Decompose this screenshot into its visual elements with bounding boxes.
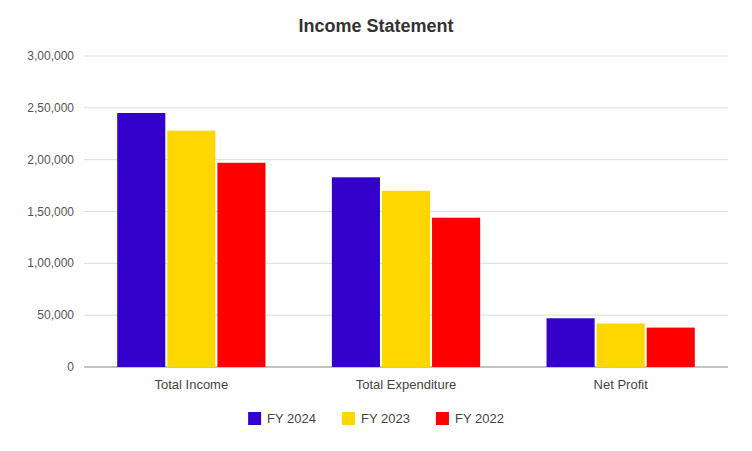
grid-line	[84, 107, 728, 108]
y-axis: 0 50,000 1,00,000 1,50,000 2,00,000 2,50,000 3…	[27, 49, 74, 374]
y-tick-label: 0	[67, 360, 74, 374]
x-tick-label: Total Income	[154, 377, 228, 392]
legend-swatch	[436, 412, 449, 425]
page: {"chart_data": {"type": "bar", "title": …	[0, 0, 752, 451]
chart-container: Income Statement 0 50,000 1,00,000 1,50,000 2…	[0, 0, 752, 451]
bar	[117, 113, 165, 367]
x-axis: Total Income Total Expenditure Net Profit	[154, 377, 648, 392]
bar	[647, 328, 695, 367]
legend: FY 2024 FY 2023 FY 2022	[248, 411, 504, 426]
bar	[382, 191, 430, 367]
bar-series	[117, 113, 594, 367]
legend-label: FY 2023	[361, 411, 410, 426]
bar	[167, 131, 215, 367]
legend-label: FY 2024	[267, 411, 316, 426]
bar-series	[217, 163, 694, 367]
x-tick-label: Total Expenditure	[356, 377, 456, 392]
y-tick-label: 2,50,000	[27, 101, 74, 115]
y-tick-label: 1,50,000	[27, 205, 74, 219]
chart-title: Income Statement	[298, 16, 453, 36]
y-tick-label: 2,00,000	[27, 153, 74, 167]
bar	[432, 218, 480, 367]
y-tick-label: 1,00,000	[27, 256, 74, 270]
bar	[332, 177, 380, 367]
legend-label: FY 2022	[455, 411, 504, 426]
legend-swatch	[248, 412, 261, 425]
bar	[597, 323, 645, 367]
bars	[117, 113, 695, 367]
bar-series	[167, 131, 644, 367]
y-tick-label: 3,00,000	[27, 49, 74, 63]
legend-item: FY 2022	[436, 411, 504, 426]
legend-item: FY 2023	[342, 411, 410, 426]
legend-swatch	[342, 412, 355, 425]
bar	[547, 318, 595, 367]
chart-svg: Income Statement 0 50,000 1,00,000 1,50,000 2…	[0, 0, 752, 451]
grid-line	[84, 56, 728, 57]
legend-item: FY 2024	[248, 411, 316, 426]
grid	[84, 56, 728, 367]
x-tick-label: Net Profit	[594, 377, 649, 392]
y-tick-label: 50,000	[37, 308, 74, 322]
bar	[217, 163, 265, 367]
